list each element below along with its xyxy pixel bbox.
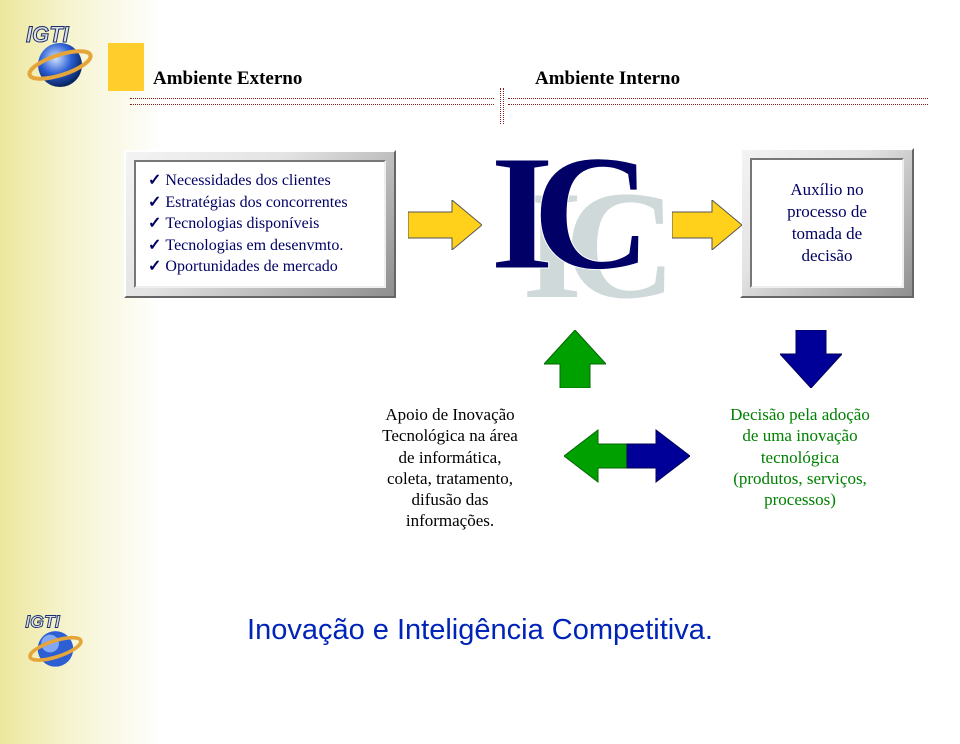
check-item: Necessidades dos clientes	[148, 170, 372, 192]
apoio-line: Apoio de Inovação	[350, 404, 550, 425]
aux-line: processo de	[787, 201, 867, 223]
heading-interno: Ambiente Interno	[535, 68, 680, 90]
aux-line: tomada de	[792, 223, 862, 245]
check-item: Oportunidades de mercado	[148, 256, 372, 278]
logo-top: IGTI	[18, 20, 110, 92]
decisao-line: Decisão pela adoção	[700, 404, 900, 425]
text-apoio: Apoio de Inovação Tecnológica na área de…	[350, 404, 550, 532]
apoio-line: de informática,	[350, 447, 550, 468]
apoio-line: coleta, tratamento,	[350, 468, 550, 489]
box-interno: Auxílio no processo de tomada de decisão	[740, 148, 914, 298]
decisao-line: tecnológica	[700, 447, 900, 468]
arrow-navy-down	[780, 330, 842, 393]
apoio-line: difusão das	[350, 489, 550, 510]
check-item: Tecnologias disponíveis	[148, 213, 372, 235]
apoio-line: informações.	[350, 510, 550, 531]
divider-vertical	[500, 88, 504, 124]
decisao-line: (produtos, serviços,	[700, 468, 900, 489]
decorative-yellow-square	[108, 43, 144, 91]
decisao-line: de uma inovação	[700, 425, 900, 446]
ic-main: IC	[490, 130, 629, 295]
footer-title: Inovação e Inteligência Competitiva.	[0, 614, 960, 647]
arrow-yellow-left	[408, 200, 482, 255]
text-decisao: Decisão pela adoção de uma inovação tecn…	[700, 404, 900, 510]
aux-line: Auxílio no	[790, 179, 863, 201]
check-item: Estratégias dos concorrentes	[148, 192, 372, 214]
aux-line: decisão	[802, 245, 853, 267]
svg-text:IGTI: IGTI	[26, 22, 70, 47]
box-externo: Necessidades dos clientes Estratégias do…	[124, 150, 396, 298]
arrow-yellow-right	[672, 200, 742, 255]
heading-externo: Ambiente Externo	[153, 68, 302, 90]
box-externo-content: Necessidades dos clientes Estratégias do…	[134, 160, 386, 288]
check-item: Tecnologias em desenvmto.	[148, 235, 372, 257]
decisao-line: processos)	[700, 489, 900, 510]
box-interno-content: Auxílio no processo de tomada de decisão	[750, 158, 904, 288]
arrow-green-up	[544, 330, 606, 393]
apoio-line: Tecnológica na área	[350, 425, 550, 446]
arrow-double-horizontal	[564, 428, 690, 489]
ic-logo: IC IC	[490, 130, 680, 320]
